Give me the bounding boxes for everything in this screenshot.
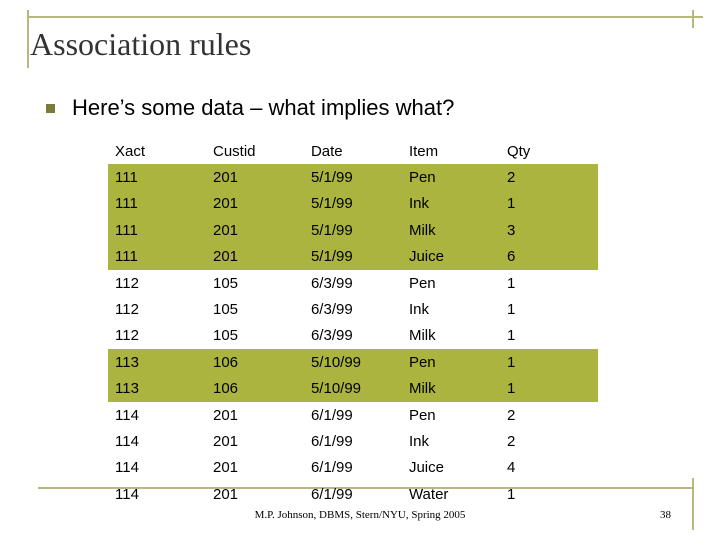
data-table: Xact Custid Date Item Qty 111 201 5/1/99 Pen 2 11… [108, 138, 598, 507]
table-row: 111 201 5/1/99 Juice 6 [108, 243, 598, 270]
table-cell: Juice [401, 243, 500, 270]
table-cell: 5/10/99 [303, 349, 402, 376]
table-cell: 6/3/99 [310, 301, 353, 319]
table-cell: 201 [212, 485, 239, 503]
table-cell: 106 [205, 349, 304, 376]
table-cell: Juice [408, 459, 444, 477]
table-cell: 2 [499, 164, 598, 191]
table-cell: 5/10/99 [303, 375, 402, 402]
table-cell: 6/3/99 [310, 274, 353, 292]
table-cell: 5/1/99 [303, 164, 402, 191]
table-cell: Ink [401, 190, 500, 218]
table-row: 111 201 5/1/99 Milk 3 [108, 217, 598, 244]
slide-title: Association rules [30, 26, 252, 62]
table-cell: 105 [212, 274, 239, 292]
column-header: Item [408, 142, 439, 160]
table-cell: 5/1/99 [303, 190, 402, 218]
table-cell: Pen [408, 274, 436, 292]
table-cell: 111 [108, 243, 206, 270]
table-cell: 114 [115, 406, 139, 424]
table-cell: Pen [401, 349, 500, 376]
table-cell: 6 [499, 243, 598, 270]
table-cell: 114 [115, 459, 139, 477]
table-row: 114 201 6/1/99 Pen 2 [108, 402, 598, 428]
bottom-rule [38, 487, 693, 489]
table-cell: 2 [506, 432, 516, 450]
table-cell: 201 [205, 164, 304, 191]
table-row: 111 201 5/1/99 Pen 2 [108, 164, 598, 191]
column-header: Qty [506, 142, 531, 160]
table-cell: 112 [115, 327, 139, 345]
footer: M.P. Johnson, DBMS, Stern/NYU, Spring 20… [254, 509, 466, 521]
table-cell: 1 [506, 301, 516, 319]
column-header: Xact [115, 142, 146, 160]
table-row: 112 105 6/3/99 Milk 1 [108, 323, 598, 349]
table-cell: 105 [212, 327, 239, 345]
table-row: 111 201 5/1/99 Ink 1 [108, 190, 598, 218]
table-row: 112 105 6/3/99 Pen 1 [108, 270, 598, 296]
table-cell: 1 [506, 327, 516, 345]
header-row: Xact Custid Date Item Qty [108, 138, 598, 164]
table-cell: 111 [108, 217, 206, 244]
bullet-text: Here’s some data – what implies what? [72, 95, 455, 120]
table-cell: 6/3/99 [310, 327, 353, 345]
bullet-marker [46, 104, 55, 113]
table-cell: 6/1/99 [310, 485, 353, 503]
table-cell: Milk [408, 327, 436, 345]
table-cell: 1 [506, 485, 516, 503]
table-cell: 1 [499, 349, 598, 376]
table-cell: 114 [115, 432, 139, 450]
table-cell: 6/1/99 [310, 459, 353, 477]
table-row: 114 201 6/1/99 Ink 2 [108, 428, 598, 454]
table-cell: Ink [408, 301, 429, 319]
table-cell: 201 [205, 190, 304, 218]
table-cell: 106 [205, 375, 304, 402]
table-cell: 6/1/99 [310, 406, 353, 424]
table-cell: 113 [108, 375, 206, 402]
table-cell: 201 [212, 459, 239, 477]
column-header: Custid [212, 142, 256, 160]
page-number: 38 [660, 509, 671, 521]
table-cell: 201 [212, 406, 239, 424]
left-rule [27, 10, 29, 68]
right-rule [692, 478, 694, 530]
table-cell: 4 [506, 459, 516, 477]
table-cell: 111 [108, 164, 206, 191]
table-cell: Pen [408, 406, 436, 424]
table-row: 114 201 6/1/99 Water 1 [108, 481, 598, 507]
table-cell: 112 [115, 274, 139, 292]
table-cell: 114 [115, 485, 139, 503]
table-cell: Ink [408, 432, 429, 450]
table-cell: Water [408, 485, 449, 503]
table-row: 112 105 6/3/99 Ink 1 [108, 296, 598, 322]
table-row: 113 106 5/10/99 Milk 1 [108, 375, 598, 402]
table-cell: 1 [499, 375, 598, 402]
table-row: 114 201 6/1/99 Juice 4 [108, 455, 598, 481]
top-rule [27, 16, 703, 18]
table-row: 113 106 5/10/99 Pen 1 [108, 349, 598, 376]
table-cell: Milk [401, 217, 500, 244]
table-cell: 2 [506, 406, 516, 424]
table-cell: 5/1/99 [303, 217, 402, 244]
table-cell: 201 [205, 243, 304, 270]
table-cell: 201 [212, 432, 239, 450]
table-cell: 111 [108, 190, 206, 218]
table-cell: 112 [115, 301, 139, 319]
table-cell: 5/1/99 [303, 243, 402, 270]
table-cell: 1 [506, 274, 516, 292]
table-cell: 113 [108, 349, 206, 376]
top-right-tick [692, 10, 694, 28]
table-cell: 3 [499, 217, 598, 244]
table-cell: 105 [212, 301, 239, 319]
table-cell: Pen [401, 164, 500, 191]
table-cell: Milk [401, 375, 500, 402]
table-body: 111 201 5/1/99 Pen 2 111 201 5/1/99 Ink 1 111 201 5/… [108, 164, 598, 507]
table-cell: 1 [499, 190, 598, 218]
table-cell: 6/1/99 [310, 432, 353, 450]
table-cell: 201 [205, 217, 304, 244]
column-header: Date [310, 142, 343, 160]
